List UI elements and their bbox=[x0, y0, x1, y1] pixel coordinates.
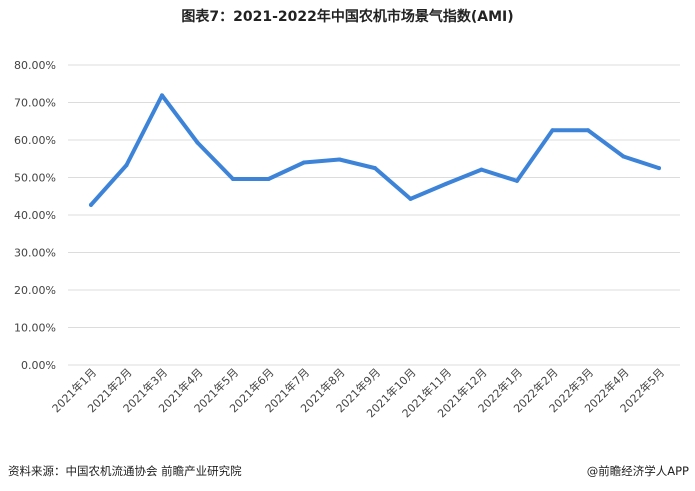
series-layer bbox=[89, 93, 661, 207]
data-point bbox=[231, 177, 235, 181]
data-point bbox=[266, 177, 271, 181]
y-tick-label: 50.00% bbox=[14, 172, 56, 185]
gridlines bbox=[68, 64, 680, 366]
data-point bbox=[124, 163, 129, 168]
chart-title: 图表7：2021-2022年中国农机市场景气指数(AMI) bbox=[181, 9, 514, 25]
data-point bbox=[89, 202, 93, 207]
y-tick-label: 10.00% bbox=[14, 322, 56, 335]
y-tick-label: 70.00% bbox=[14, 97, 56, 110]
y-tick-label: 60.00% bbox=[14, 134, 56, 147]
y-tick-label: 30.00% bbox=[14, 247, 56, 260]
series-line bbox=[89, 93, 661, 207]
y-axis-ticks: 0.00% 10.00% 20.00% 30.00% 40.00% 50.00% 60.00… bbox=[14, 59, 56, 372]
brand-note: @前瞻经济学人APP bbox=[586, 464, 689, 478]
data-point bbox=[515, 178, 519, 183]
data-point bbox=[373, 166, 377, 171]
data-point bbox=[302, 160, 306, 165]
y-tick-label: 20.00% bbox=[14, 284, 56, 297]
data-point bbox=[160, 93, 164, 98]
data-point bbox=[621, 154, 626, 159]
data-point bbox=[444, 181, 448, 186]
data-point bbox=[337, 157, 342, 162]
source-note: 资料来源：中国农机流通协会 前瞻产业研究院 bbox=[8, 464, 242, 478]
data-point bbox=[479, 167, 484, 172]
data-point bbox=[550, 128, 555, 133]
y-tick-label: 80.00% bbox=[14, 59, 56, 72]
data-point bbox=[195, 140, 200, 145]
data-point bbox=[408, 196, 413, 201]
data-point bbox=[657, 166, 661, 171]
y-tick-label: 40.00% bbox=[14, 209, 56, 222]
data-point bbox=[586, 128, 590, 133]
x-axis-ticks: 2021年1月2021年2月2021年3月2021年4月2021年5月2021年… bbox=[49, 365, 667, 420]
y-tick-label: 0.00% bbox=[21, 359, 56, 372]
